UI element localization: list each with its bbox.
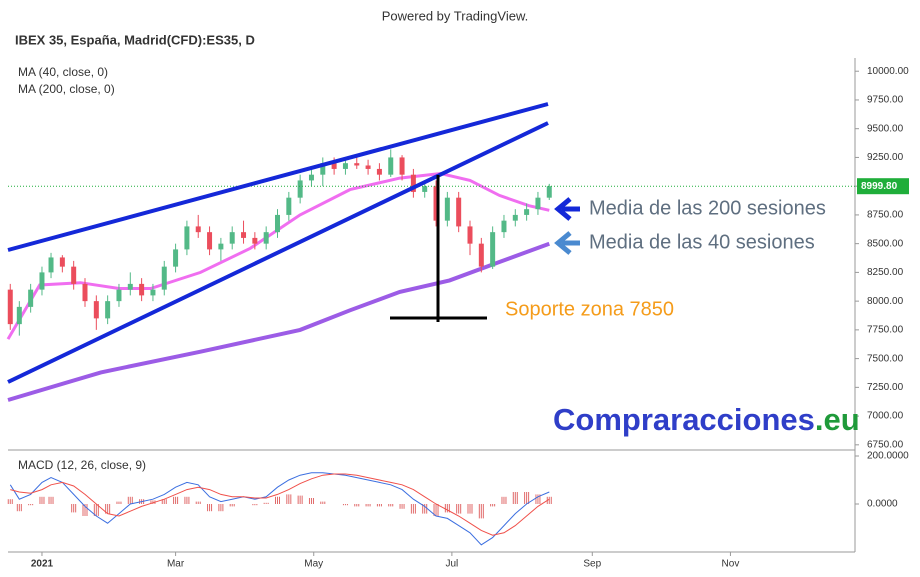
brand: Compraracciones.eu: [553, 402, 860, 437]
candle-body: [286, 197, 292, 215]
macd-line: [9, 472, 550, 546]
annotation: Soporte zona 7850: [505, 298, 674, 320]
candle-body: [512, 214, 518, 221]
y-tick-label: 8500.00: [867, 238, 904, 249]
candle-body: [82, 283, 88, 302]
candle-body: [28, 289, 34, 307]
candle-body: [365, 165, 371, 169]
candle-body: [252, 237, 258, 244]
candle-body: [342, 163, 348, 169]
candle-body: [308, 174, 314, 181]
candle-body: [59, 257, 65, 267]
x-tick-label: Mar: [167, 559, 185, 570]
y-tick-label: 8750.00: [867, 210, 904, 221]
candle-body: [139, 283, 145, 296]
arrow: [554, 197, 580, 221]
candle-body: [456, 197, 462, 227]
y-tick-label: 7500.00: [867, 353, 904, 364]
candle-body: [184, 226, 190, 250]
y-tick-label: 8250.00: [867, 267, 904, 278]
x-tick-label: Jul: [445, 559, 458, 570]
y-tick-label: 7000.00: [867, 411, 904, 422]
y-tick-label: 7750.00: [867, 325, 904, 336]
y-tick-label: 9500.00: [867, 123, 904, 134]
candle-body: [241, 232, 247, 238]
candle-body: [444, 197, 450, 221]
trend-line: [7, 102, 549, 252]
y-tick-label: 200.0000: [867, 451, 909, 462]
macd-line: [10, 473, 550, 536]
arrow: [554, 231, 580, 255]
candle-body: [93, 301, 99, 319]
x-tick-label: Sep: [583, 559, 601, 570]
candle-body: [331, 163, 337, 169]
candle-body: [39, 272, 45, 290]
candle-body: [105, 301, 111, 319]
candle-body: [478, 243, 484, 267]
last-price-label: 8999.80: [861, 181, 898, 192]
candle-body: [263, 232, 269, 244]
y-tick-label: 9250.00: [867, 152, 904, 163]
x-tick-label: 2021: [31, 559, 54, 570]
y-tick-label: 0.0000: [867, 499, 898, 510]
candle-body: [399, 157, 405, 175]
brand-suffix: .eu: [815, 402, 860, 437]
legend-entry: MA (200, close, 0): [18, 82, 115, 96]
candle-body: [275, 214, 280, 233]
candle-body: [410, 174, 416, 192]
annotation: Media de las 40 sesiones: [589, 231, 815, 253]
candle-body: [524, 209, 530, 215]
moving-average: [6, 171, 550, 340]
y-tick-label: 6750.00: [867, 439, 904, 450]
candle-body: [71, 266, 77, 284]
y-tick-label: 8000.00: [867, 296, 904, 307]
candle-body: [297, 180, 303, 198]
marks: 6750.00 7000.00 7250.00 7500.00 7750.00 8000.…: [6, 66, 909, 570]
candle-body: [501, 220, 507, 233]
candle-body: [16, 306, 22, 325]
annotation: Media de las 200 sesiones: [589, 197, 826, 219]
panel-title: MACD (12, 26, close, 9): [18, 458, 146, 472]
candle-body: [195, 226, 201, 233]
candle-body: [433, 186, 439, 221]
y-tick-label: 10000.00: [867, 66, 909, 77]
candle-body: [467, 226, 473, 244]
candle-body: [376, 168, 382, 175]
chart-title: IBEX 35, España, Madrid(CFD):ES35, D: [15, 32, 255, 47]
last-price-tag: [857, 178, 909, 195]
candle-body: [127, 283, 133, 290]
y-tick-label: 9750.00: [867, 95, 904, 106]
brand-name: Compraracciones: [553, 402, 815, 437]
candle-body: [218, 243, 224, 250]
candle-body: [173, 249, 179, 267]
candle-body: [229, 232, 235, 244]
y-tick-label: 7250.00: [867, 382, 904, 393]
candle-body: [150, 289, 156, 296]
candle-body: [161, 266, 167, 290]
candle-body: [546, 186, 552, 198]
legend-entry: MA (40, close, 0): [18, 65, 108, 79]
candle-body: [388, 157, 394, 175]
candle-body: [116, 289, 122, 302]
candle-body: [354, 163, 360, 166]
moving-average: [7, 241, 550, 402]
candle-body: [422, 186, 428, 192]
credit: Powered by TradingView.: [382, 8, 528, 23]
trend-line: [7, 121, 549, 384]
candle-body: [207, 232, 213, 250]
candle-body: [490, 232, 496, 267]
candle-body: [7, 289, 13, 325]
candle-body: [535, 197, 541, 210]
x-tick-label: May: [304, 559, 323, 570]
candle-body: [48, 257, 54, 273]
candle-body: [320, 163, 326, 175]
x-tick-label: Nov: [722, 559, 740, 570]
